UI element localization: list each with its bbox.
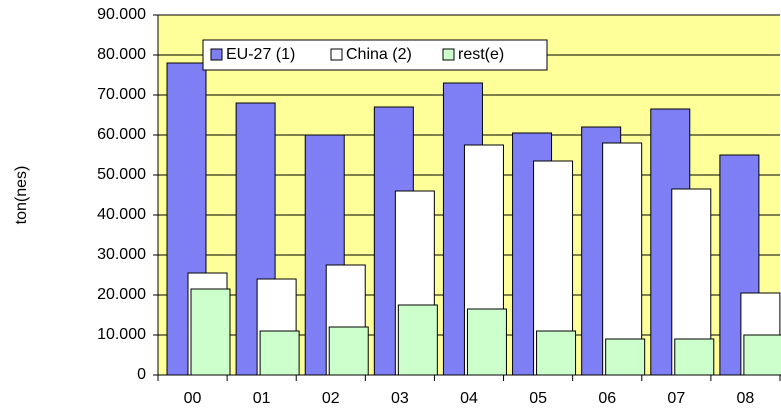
legend-label: EU-27 (1) [226, 46, 295, 63]
legend-label: rest(e) [458, 46, 504, 63]
bar [674, 338, 715, 376]
bar [536, 330, 577, 376]
legend-label: China (2) [346, 46, 412, 63]
x-tick-label: 03 [391, 390, 409, 407]
bar [397, 304, 438, 376]
bar [605, 338, 646, 376]
y-tick-label: 80.000 [97, 46, 146, 63]
x-tick-label: 00 [184, 390, 202, 407]
bar [328, 326, 369, 376]
y-tick-label: 10.000 [97, 326, 146, 343]
legend [202, 39, 548, 71]
y-tick-label: 70.000 [97, 86, 146, 103]
bar [190, 288, 231, 376]
y-tick-label: 60.000 [97, 126, 146, 143]
legend-swatch [210, 48, 223, 61]
legend-swatch [442, 48, 455, 61]
y-tick-label: 0 [137, 366, 146, 383]
x-tick-label: 07 [667, 390, 685, 407]
bar [466, 308, 507, 376]
x-tick-label: 06 [598, 390, 616, 407]
y-tick-label: 30.000 [97, 246, 146, 263]
y-axis-label: ton(nes) [13, 166, 30, 225]
bar [743, 334, 781, 376]
x-tick-label: 08 [737, 390, 755, 407]
legend-swatch [330, 48, 343, 61]
bar [259, 330, 300, 376]
x-tick-label: 04 [460, 390, 478, 407]
x-tick-label: 02 [322, 390, 340, 407]
x-tick-label: 05 [529, 390, 547, 407]
bar [602, 142, 643, 376]
y-tick-label: 20.000 [97, 286, 146, 303]
x-tick-label: 01 [253, 390, 271, 407]
y-tick-label: 40.000 [97, 206, 146, 223]
y-tick-label: 90.000 [97, 6, 146, 23]
y-tick-label: 50.000 [97, 166, 146, 183]
